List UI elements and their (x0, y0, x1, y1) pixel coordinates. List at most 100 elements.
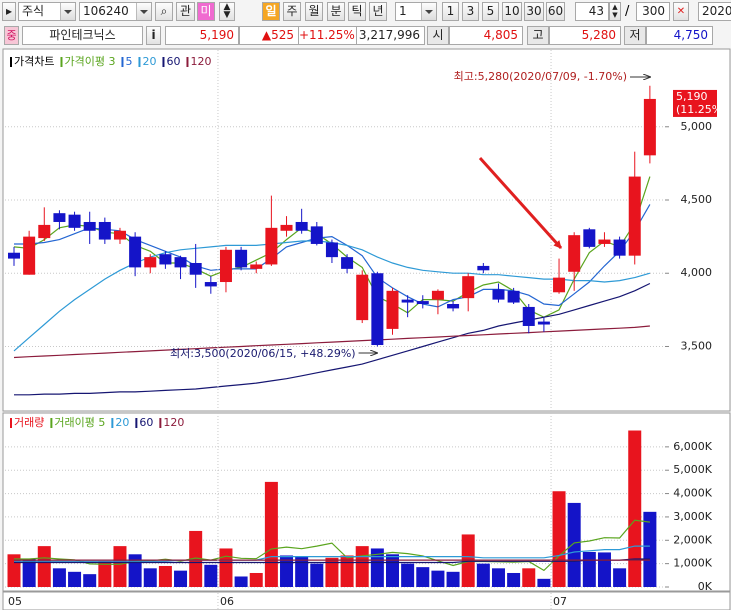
legend-marker (121, 57, 124, 67)
volume-bar (643, 511, 657, 587)
market-select[interactable]: 주식 (18, 2, 76, 21)
interval-button[interactable]: 10 (502, 2, 522, 21)
interval-button[interactable]: 1 (442, 2, 459, 21)
legend-label: 20 (142, 55, 156, 68)
candle-body (492, 289, 505, 300)
volume-bar (37, 546, 51, 587)
period-button[interactable]: 분 (327, 2, 345, 21)
period-select[interactable]: 1 (395, 2, 437, 21)
candle-body (628, 176, 641, 256)
candle-body (129, 236, 142, 268)
volume-bar (416, 567, 430, 587)
count-input[interactable]: 43 (575, 2, 609, 21)
volume-bar (204, 564, 218, 587)
candle-body (522, 306, 535, 326)
candle-body (310, 226, 323, 244)
candle-body (98, 221, 111, 240)
candle-body (431, 290, 444, 300)
high: 5,280 (549, 26, 621, 45)
y-tick-label: 5,000 (681, 120, 713, 133)
candle-body (507, 290, 520, 303)
legend-marker (186, 57, 189, 67)
volume-bar (582, 551, 596, 587)
legend-label: 가격차트 (14, 55, 54, 68)
candle-body (235, 249, 248, 268)
count-spinner[interactable]: ▲ ▼ (609, 2, 621, 21)
volume-bar (52, 568, 66, 587)
legend-marker (60, 57, 63, 67)
period-button[interactable]: 일 (262, 2, 280, 21)
period-button[interactable]: 월 (305, 2, 323, 21)
spinner[interactable]: ▲ ▼ (219, 2, 235, 21)
volume-bar (174, 570, 188, 587)
legend-label: 60 (166, 55, 180, 68)
interval-button[interactable]: 3 (462, 2, 479, 21)
search-button[interactable]: ⌕ (155, 2, 173, 21)
last-change-label: (11.25%) (676, 103, 727, 116)
volume-bar (386, 554, 399, 587)
volume-bar (446, 571, 460, 587)
candle-body (113, 230, 126, 240)
candle-body (643, 98, 656, 156)
legend-marker (138, 57, 141, 67)
badge: 중 (4, 26, 19, 45)
candle-body (613, 239, 626, 256)
volume-average (14, 545, 650, 562)
x-tick-label: 06 (220, 595, 234, 608)
candle-body (250, 264, 263, 269)
high-label: 고 (527, 26, 549, 45)
low: 4,750 (646, 26, 713, 45)
candle-body (447, 304, 460, 309)
code: 106240 (83, 4, 129, 18)
volume-bar (522, 568, 536, 587)
candle-body (371, 273, 384, 346)
reset-icon[interactable]: ✕ (673, 2, 689, 21)
nav-icon[interactable]: ▸ (2, 2, 16, 21)
candle-body (341, 257, 354, 269)
mi-button[interactable]: 미 (197, 2, 215, 21)
volume-average (14, 519, 650, 572)
date-axis (2, 591, 731, 610)
legend-marker (159, 418, 162, 428)
candle-body (204, 282, 217, 287)
candle-body (462, 276, 475, 299)
slash: / (625, 4, 630, 19)
candle-body (477, 265, 490, 271)
volume-bar (340, 555, 354, 587)
volume-bar (219, 548, 233, 587)
candle-body (219, 249, 232, 283)
date-input[interactable]: 2020/ (698, 2, 731, 21)
interval-button[interactable]: 60 (546, 2, 565, 21)
volume-bar (189, 530, 203, 587)
change: ▲525 (239, 26, 299, 45)
total-input[interactable]: 300 (636, 2, 670, 21)
volume-average (14, 558, 650, 564)
period-button[interactable]: 틱 (348, 2, 366, 21)
watch-button[interactable]: 관 (176, 2, 195, 21)
volume-bar (507, 572, 521, 587)
volume-bar (476, 563, 490, 587)
code-input[interactable]: 106240 (79, 2, 152, 21)
y-tick-label: 3,500 (681, 339, 713, 352)
volume-bar (628, 430, 642, 587)
volume-bar (552, 491, 566, 587)
y-tick-label: 0K (698, 580, 713, 593)
y-tick-label: 4,000 (681, 266, 713, 279)
volume-bar (158, 565, 172, 587)
period-button[interactable]: 년 (369, 2, 387, 21)
candle-body (325, 242, 338, 258)
interval-button[interactable]: 5 (482, 2, 499, 21)
plot-layer: 3,500 4,000 4,500 5,000 가격차트 가격이평 3 5 20 60 120 5,… (5, 50, 727, 610)
candle-body (401, 299, 414, 303)
candle-body (416, 301, 429, 305)
info-button[interactable]: i (146, 26, 161, 45)
candle-body (265, 227, 278, 265)
volume: 3,217,996 (356, 26, 425, 45)
volume-bar (249, 572, 263, 587)
period-button[interactable]: 주 (283, 2, 301, 21)
interval-button[interactable]: 30 (524, 2, 544, 21)
candle-body (537, 321, 550, 325)
rate: +11.25% (298, 26, 357, 45)
candle-body (583, 229, 596, 247)
